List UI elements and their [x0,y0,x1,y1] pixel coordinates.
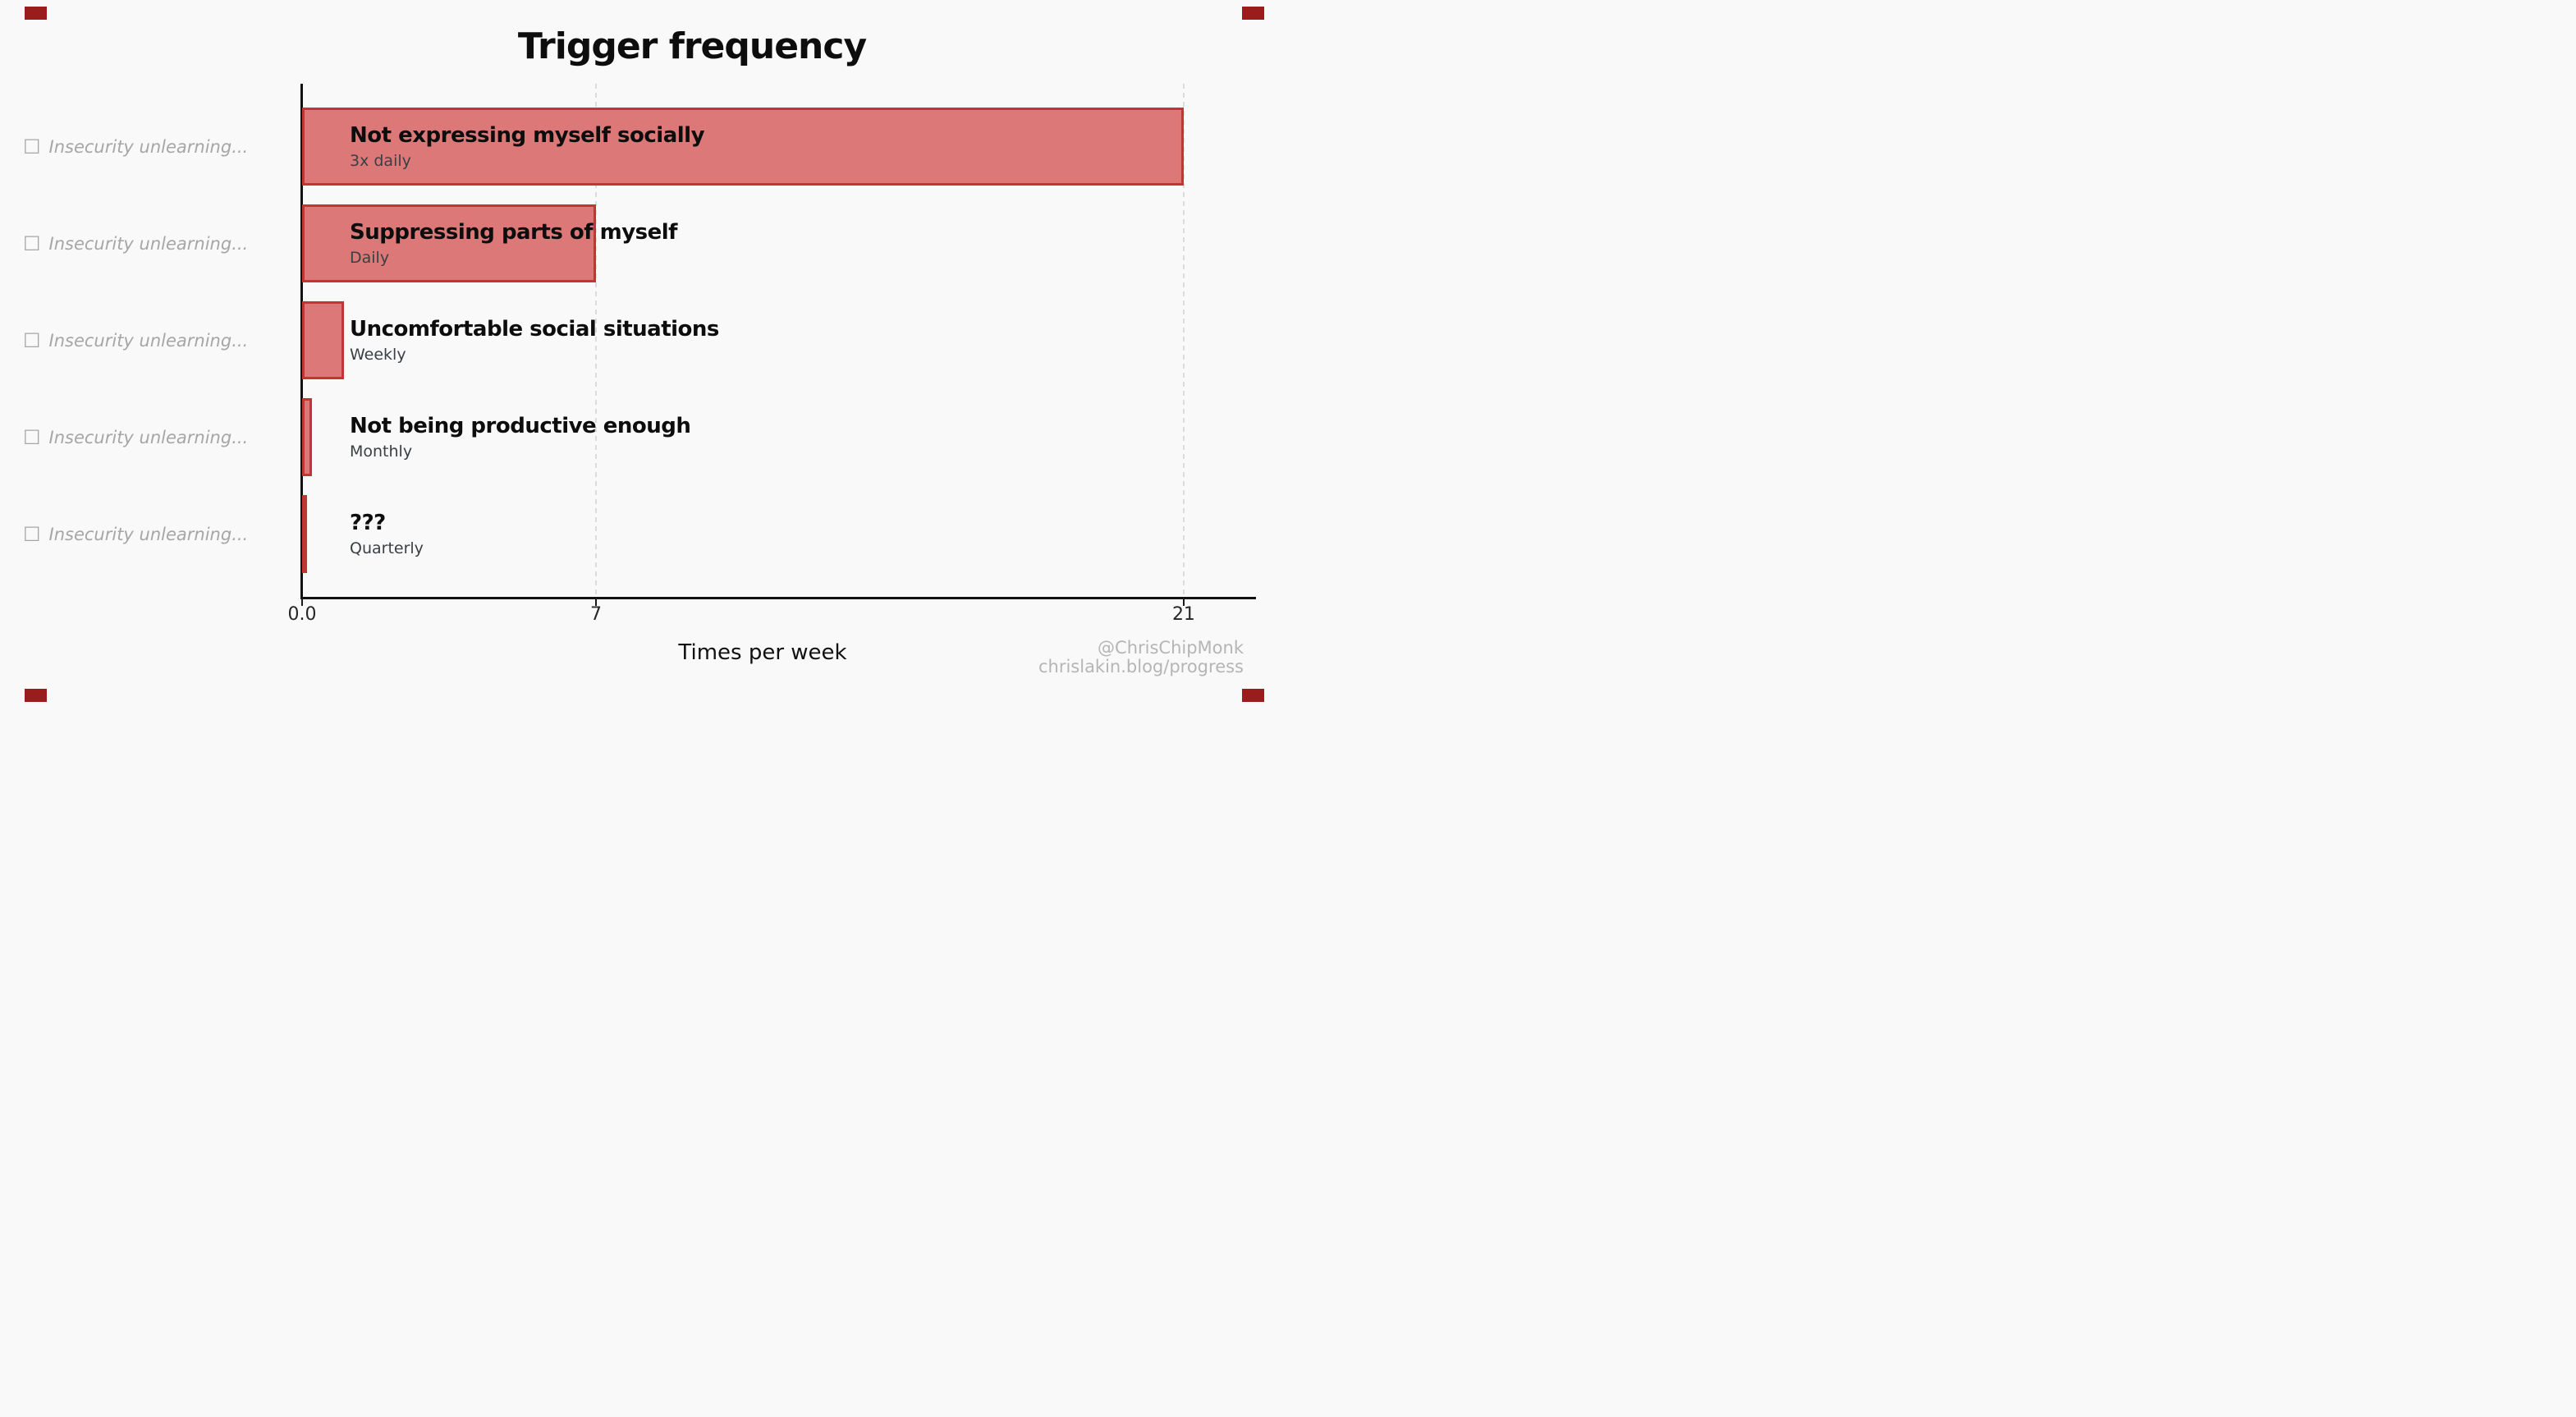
bar-label: Uncomfortable social situations [350,317,719,342]
bar-4 [302,398,312,476]
y-axis-category-label: ☐ Insecurity unlearning... [23,108,294,186]
gridline-21 [1182,84,1185,597]
corner-mark-bottom-left [25,689,47,702]
bar-5 [302,495,307,573]
checkbox-icon: ☐ [23,425,41,449]
x-tick-label-21: 21 [1171,604,1195,625]
trigger-frequency-chart: Trigger frequency ☐ Insecurity unlearning… [0,0,1288,708]
corner-mark-top-left [25,7,47,20]
y-axis-category-label: ☐ Insecurity unlearning... [23,301,294,379]
y-axis-category-text: Insecurity unlearning... [48,524,249,544]
checkbox-icon: ☐ [23,522,41,546]
watermark-url: chrislakin.blog/progress [1038,657,1244,676]
y-axis-category-label: ☐ Insecurity unlearning... [23,495,294,573]
watermark-handle: @ChrisChipMonk [1098,638,1244,658]
bar-sublabel: Weekly [350,346,406,364]
x-tick-mark-0.0 [301,598,303,606]
bar-sublabel: 3x daily [350,152,411,170]
x-axis-spine [300,597,1256,599]
bar-label-block: Not being productive enough Monthly [350,398,691,476]
corner-mark-top-right [1242,7,1264,20]
y-axis-category-label: ☐ Insecurity unlearning... [23,398,294,476]
checkbox-icon: ☐ [23,135,41,158]
bar-sublabel: Quarterly [350,539,424,557]
x-tick-mark-7 [594,598,597,606]
checkbox-icon: ☐ [23,328,41,352]
corner-mark-bottom-right [1242,689,1264,702]
y-axis-spine [300,84,303,599]
bar-sublabel: Monthly [350,443,413,461]
bar-label-block: ??? Quarterly [350,495,424,573]
bar-2 [302,204,596,282]
watermark: @ChrisChipMonk chrislakin.blog/progress [1038,639,1244,676]
y-axis-category-text: Insecurity unlearning... [48,330,249,351]
checkbox-icon: ☐ [23,232,41,255]
y-axis-category-label: ☐ Insecurity unlearning... [23,204,294,282]
y-axis-category-text: Insecurity unlearning... [48,233,249,254]
gridline-7 [594,84,597,597]
bar-sublabel: Daily [350,249,390,267]
y-axis-category-text: Insecurity unlearning... [48,136,249,157]
bar-label-block: Suppressing parts of myself Daily [350,204,677,282]
bar-label: ??? [350,511,386,535]
x-tick-label-0.0: 0.0 [287,604,317,625]
bar-label-block: Uncomfortable social situations Weekly [350,301,719,379]
chart-title: Trigger frequency [517,25,867,67]
bar-label-block: Not expressing myself socially 3x daily [350,108,705,186]
x-tick-mark-21 [1182,598,1185,606]
bar-label: Suppressing parts of myself [350,220,677,245]
x-tick-label-7: 7 [589,604,602,625]
bar-3 [302,301,345,379]
bar-label: Not being productive enough [350,414,691,438]
bar-label: Not expressing myself socially [350,123,705,148]
x-axis-label: Times per week [678,640,847,665]
y-axis-category-text: Insecurity unlearning... [48,427,249,447]
bar-1 [302,108,1184,186]
